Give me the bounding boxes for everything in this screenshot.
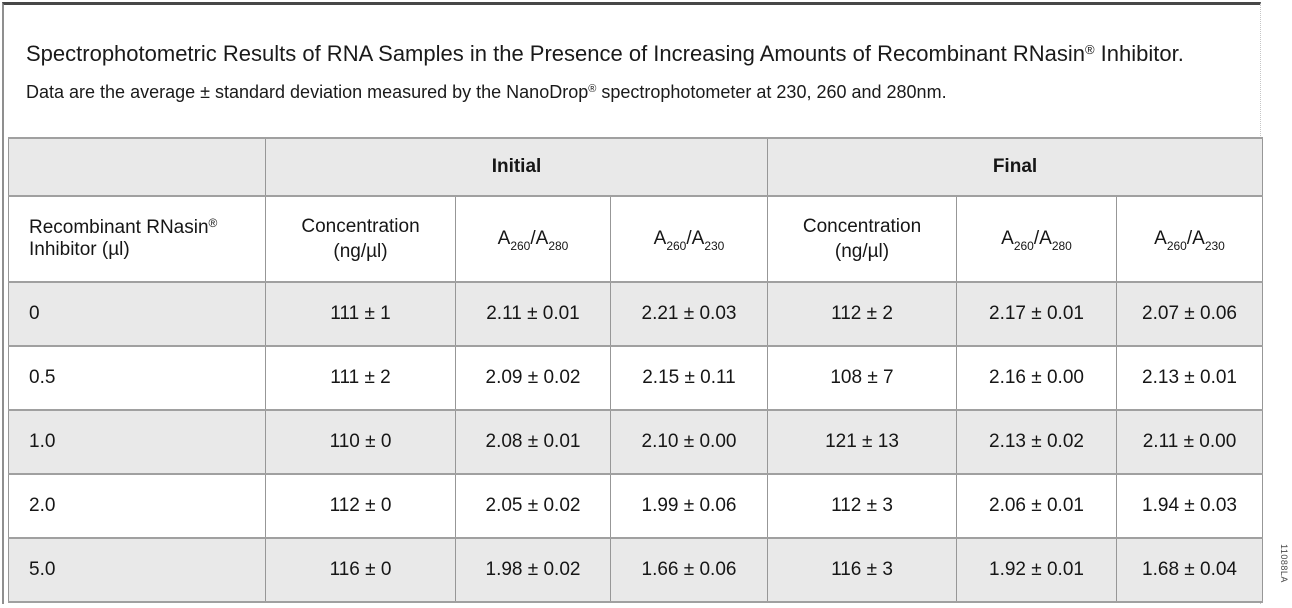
concentration-units: (ng/µl) [834,241,890,262]
absorbance-symbol: A [691,228,705,249]
ratio-slash: / [686,228,692,249]
figure-number-label: 11088LA [1279,544,1289,583]
figure-caption-end: spectrophotometer at 230, 260 and 280nm. [596,82,947,102]
cell-initial-a260-a230: 2.10 ± 0.00 [610,409,768,475]
cell-final-concentration: 112 ± 3 [767,473,957,539]
column-header-final-a260-a280: A260/A280 [956,195,1117,283]
concentration-units: (ng/µl) [333,241,388,262]
cell-final-concentration: 116 ± 3 [767,537,957,603]
wavelength-subscript: 260 [1013,239,1034,253]
title-text: Spectrophotometric Results of RNA Sample… [26,41,1085,66]
cell-final-a260-a280: 2.13 ± 0.02 [956,409,1117,475]
figure-title: Spectrophotometric Results of RNA Sample… [26,34,1221,110]
absorbance-symbol: A [1001,228,1014,249]
table-row: 0 111 ± 1 2.11 ± 0.01 2.21 ± 0.03 112 ± … [8,281,1264,347]
cell-final-a260-a280: 2.17 ± 0.01 [956,281,1117,347]
wavelength-subscript: 230 [1204,239,1225,253]
column-header-initial-a260-a230: A260/A230 [610,195,768,283]
cell-initial-a260-a280: 2.09 ± 0.02 [455,345,611,411]
cell-final-a260-a230: 1.94 ± 0.03 [1115,473,1264,539]
cell-inhibitor-volume: 0.5 [8,345,266,411]
wavelength-subscript: 280 [548,239,569,253]
cell-initial-a260-a230: 2.15 ± 0.11 [610,345,768,411]
cell-final-a260-a280: 1.92 ± 0.01 [956,537,1117,603]
group-header-final: Final [766,137,1264,197]
figure-frame: Spectrophotometric Results of RNA Sample… [2,2,1264,604]
wavelength-subscript: 260 [1166,239,1187,253]
cell-final-concentration: 121 ± 13 [767,409,957,475]
table-row: 1.0 110 ± 0 2.08 ± 0.01 2.10 ± 0.00 121 … [8,409,1264,475]
column-header-final-a260-a230: A260/A230 [1115,195,1264,283]
cell-initial-concentration: 111 ± 2 [265,345,456,411]
cell-inhibitor-volume: 5.0 [8,537,266,603]
cell-initial-a260-a230: 1.99 ± 0.06 [610,473,768,539]
cell-final-a260-a230: 2.11 ± 0.00 [1115,409,1264,475]
group-header-initial: Initial [265,137,768,197]
cell-final-a260-a280: 2.06 ± 0.01 [956,473,1117,539]
figure-caption: Data are the average ± standard deviatio… [26,82,589,102]
cell-final-concentration: 112 ± 2 [767,281,957,347]
cell-initial-concentration: 116 ± 0 [265,537,456,603]
wavelength-subscript: 260 [666,239,687,253]
concentration-label: Concentration [301,216,420,237]
cell-initial-a260-a230: 2.21 ± 0.03 [610,281,768,347]
absorbance-symbol: A [1192,228,1205,249]
column-header-row: Recombinant RNasin® Inhibitor (µl) Conce… [8,195,1264,283]
wavelength-subscript: 230 [704,239,725,253]
table-row: 2.0 112 ± 0 2.05 ± 0.02 1.99 ± 0.06 112 … [8,473,1264,539]
registered-trademark-symbol: ® [1084,42,1095,57]
title-text-end: Inhibitor. [1094,41,1184,66]
column-header-text: Recombinant RNasin [29,217,209,238]
cell-final-a260-a230: 1.68 ± 0.04 [1115,537,1264,603]
group-header-row: Initial Final [8,137,1264,197]
absorbance-symbol: A [1154,228,1167,249]
absorbance-symbol: A [653,228,667,249]
cell-initial-a260-a280: 2.08 ± 0.01 [455,409,611,475]
cell-inhibitor-volume: 2.0 [8,473,266,539]
cell-inhibitor-volume: 1.0 [8,409,266,475]
ratio-slash: / [530,228,536,249]
column-header-final-concentration: Concentration (ng/µl) [767,195,957,283]
cell-initial-a260-a230: 1.66 ± 0.06 [610,537,768,603]
ratio-slash: / [1033,228,1040,249]
cell-final-a260-a230: 2.13 ± 0.01 [1115,345,1264,411]
absorbance-symbol: A [1039,228,1052,249]
corner-cell [8,137,266,197]
cell-inhibitor-volume: 0 [8,281,266,347]
cell-initial-concentration: 112 ± 0 [265,473,456,539]
column-header-initial-a260-a280: A260/A280 [455,195,611,283]
wavelength-subscript: 280 [1051,239,1072,253]
cell-initial-concentration: 111 ± 1 [265,281,456,347]
concentration-label: Concentration [802,216,922,237]
cell-final-a260-a280: 2.16 ± 0.00 [956,345,1117,411]
registered-trademark-symbol: ® [208,216,218,230]
cell-final-a260-a230: 2.07 ± 0.06 [1115,281,1264,347]
cell-final-concentration: 108 ± 7 [767,345,957,411]
wavelength-subscript: 260 [510,239,531,253]
ratio-slash: / [1186,228,1193,249]
absorbance-symbol: A [497,228,511,249]
registered-trademark-symbol: ® [588,83,597,95]
cell-initial-a260-a280: 2.11 ± 0.01 [455,281,611,347]
absorbance-symbol: A [535,228,549,249]
column-header-initial-concentration: Concentration (ng/µl) [265,195,456,283]
cell-initial-a260-a280: 1.98 ± 0.02 [455,537,611,603]
cell-initial-concentration: 110 ± 0 [265,409,456,475]
cell-initial-a260-a280: 2.05 ± 0.02 [455,473,611,539]
column-header-inhibitor-volume: Recombinant RNasin® Inhibitor (µl) [8,195,266,283]
results-table: Initial Final Recombinant RNasin® Inhibi… [8,137,1264,603]
column-header-text-end: Inhibitor (µl) [29,239,130,260]
table-row: 5.0 116 ± 0 1.98 ± 0.02 1.66 ± 0.06 116 … [8,537,1264,603]
table-row: 0.5 111 ± 2 2.09 ± 0.02 2.15 ± 0.11 108 … [8,345,1264,411]
